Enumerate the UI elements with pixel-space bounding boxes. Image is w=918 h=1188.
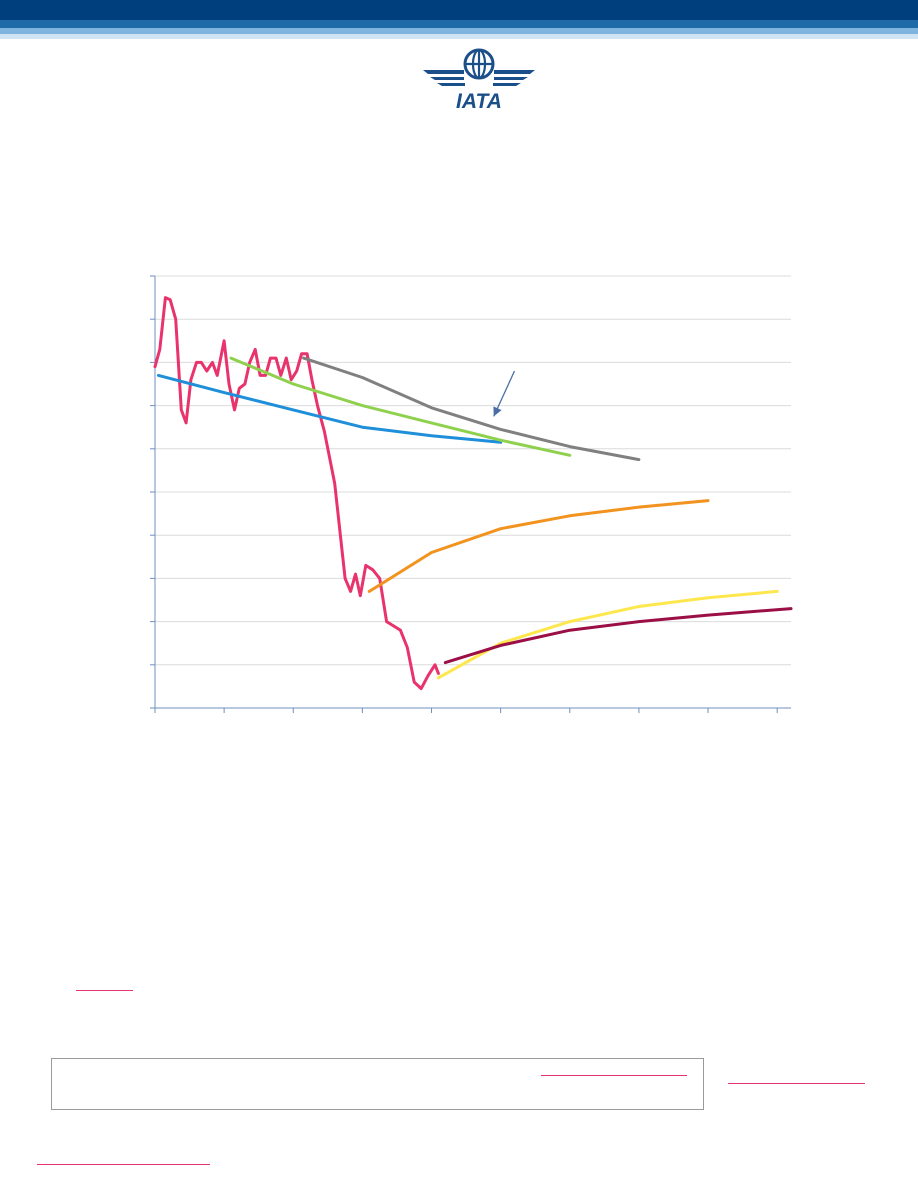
series-line-2 [157,373,503,444]
link-underline-2[interactable] [541,1075,687,1076]
logo-text: IATA [456,90,502,110]
series-line-5 [367,499,710,593]
line-chart [150,275,793,713]
header-band-stripe-2 [0,28,918,34]
annotation-arrow-head [493,406,502,417]
link-underline-1[interactable] [76,990,133,991]
series-line-1 [153,296,440,691]
chart-series [153,296,793,691]
chart-annotation [493,370,516,417]
link-underline-4[interactable] [37,1164,210,1165]
header-band-stripe-3 [0,34,918,39]
header-band-stripe-1 [0,20,918,28]
link-underline-3[interactable] [728,1083,865,1084]
iata-logo: IATA [423,48,535,110]
chart-gridlines [155,275,791,666]
series-line-4 [302,356,641,462]
note-box [51,1058,704,1110]
series-line-3 [229,356,572,457]
series-line-7 [443,607,793,665]
chart-axes [150,275,791,713]
header-band [0,0,918,39]
header-band-top [0,0,918,20]
